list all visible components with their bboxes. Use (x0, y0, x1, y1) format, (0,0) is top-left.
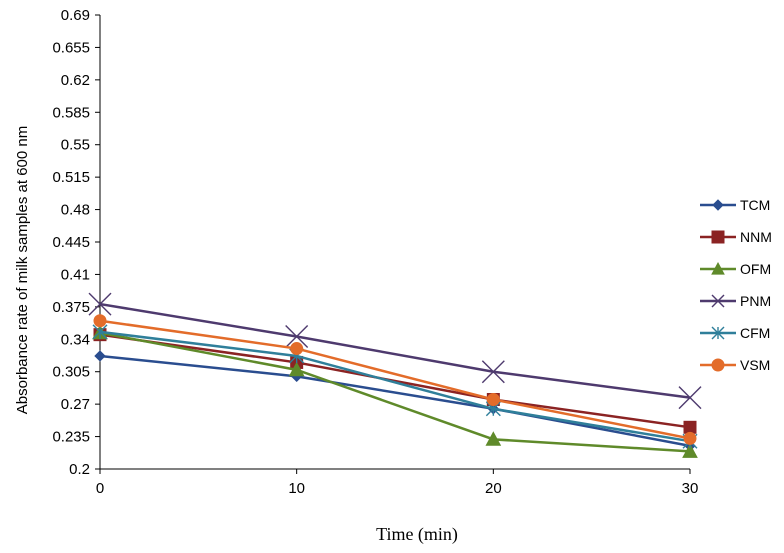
legend-item-ofm: OFM (700, 261, 771, 277)
legend-item-cfm: CFM (700, 325, 770, 341)
x-tick-label: 30 (682, 480, 699, 497)
y-tick-label: 0.27 (61, 396, 90, 413)
axes (99, 15, 690, 470)
legend-marker (711, 294, 725, 308)
x-tick-label: 0 (96, 480, 104, 497)
series-line-tcm (99, 354, 691, 448)
data-point-pnm (481, 360, 505, 384)
data-point-vsm (486, 393, 500, 407)
y-tick-label: 0.585 (52, 104, 90, 121)
data-point-vsm (683, 431, 697, 445)
series-pnm (88, 292, 702, 410)
legend-label: CFM (740, 325, 770, 341)
data-point-tcm (94, 350, 106, 362)
legend-item-pnm: PNM (700, 293, 771, 309)
y-tick-label: 0.2 (69, 461, 90, 478)
y-tick-label: 0.655 (52, 39, 90, 56)
y-tick-label: 0.62 (61, 72, 90, 89)
y-tick-label: 0.55 (61, 137, 90, 154)
y-tick-label: 0.34 (61, 331, 90, 348)
y-tick-label: 0.305 (52, 364, 90, 381)
series-line-cfm (99, 330, 691, 443)
legend-item-nnm: NNM (700, 229, 772, 245)
series-nnm (93, 328, 697, 434)
legend-label: VSM (740, 357, 770, 373)
data-point-vsm (93, 314, 107, 328)
y-tick-label: 0.69 (61, 7, 90, 24)
y-tick-label: 0.445 (52, 234, 90, 251)
y-axis-ticks: 0.2 0.235 0.27 0.305 0.34 0.375 0.41 0.445 0.48 0… (52, 7, 100, 478)
legend-marker (712, 199, 724, 211)
legend-marker (711, 326, 725, 340)
data-point-nnm (683, 420, 697, 434)
legend-label: PNM (740, 293, 771, 309)
x-axis-label: Time (min) (376, 524, 458, 545)
y-tick-label: 0.375 (52, 299, 90, 316)
legend-marker (711, 230, 725, 244)
data-point-ofm (485, 431, 502, 446)
data-point-pnm (285, 325, 309, 349)
data-point-pnm (88, 292, 112, 316)
legend-marker (711, 261, 725, 275)
legend-label: NNM (740, 229, 772, 245)
y-tick-label: 0.48 (61, 202, 90, 219)
x-axis-ticks: 0 10 20 30 (96, 469, 699, 497)
legend-label: OFM (740, 261, 771, 277)
legend-label: TCM (740, 197, 770, 213)
series-line-nnm (99, 333, 691, 429)
y-tick-label: 0.41 (61, 266, 90, 283)
data-point-ofm (288, 361, 305, 377)
legend-item-vsm: VSM (700, 357, 770, 373)
data-point-vsm (290, 342, 304, 356)
x-tick-label: 10 (288, 480, 305, 497)
data-point-ofm (682, 443, 698, 458)
y-tick-label: 0.235 (52, 429, 90, 446)
y-axis-label: Absorbance rate of milk samples at 600 n… (14, 126, 31, 414)
legend-item-tcm: TCM (700, 197, 770, 213)
y-tick-label: 0.515 (52, 169, 90, 186)
legend-marker (711, 358, 725, 372)
legend: TCM NNM OFM PNM CFM VSM (700, 197, 772, 373)
series-line-pnm (99, 302, 691, 399)
series-line-ofm (99, 331, 691, 453)
series-layer (88, 292, 702, 458)
series-tcm (94, 350, 696, 452)
series-line-vsm (99, 319, 691, 440)
x-tick-label: 20 (485, 480, 502, 497)
data-point-pnm (678, 386, 702, 410)
series-vsm (93, 314, 697, 445)
